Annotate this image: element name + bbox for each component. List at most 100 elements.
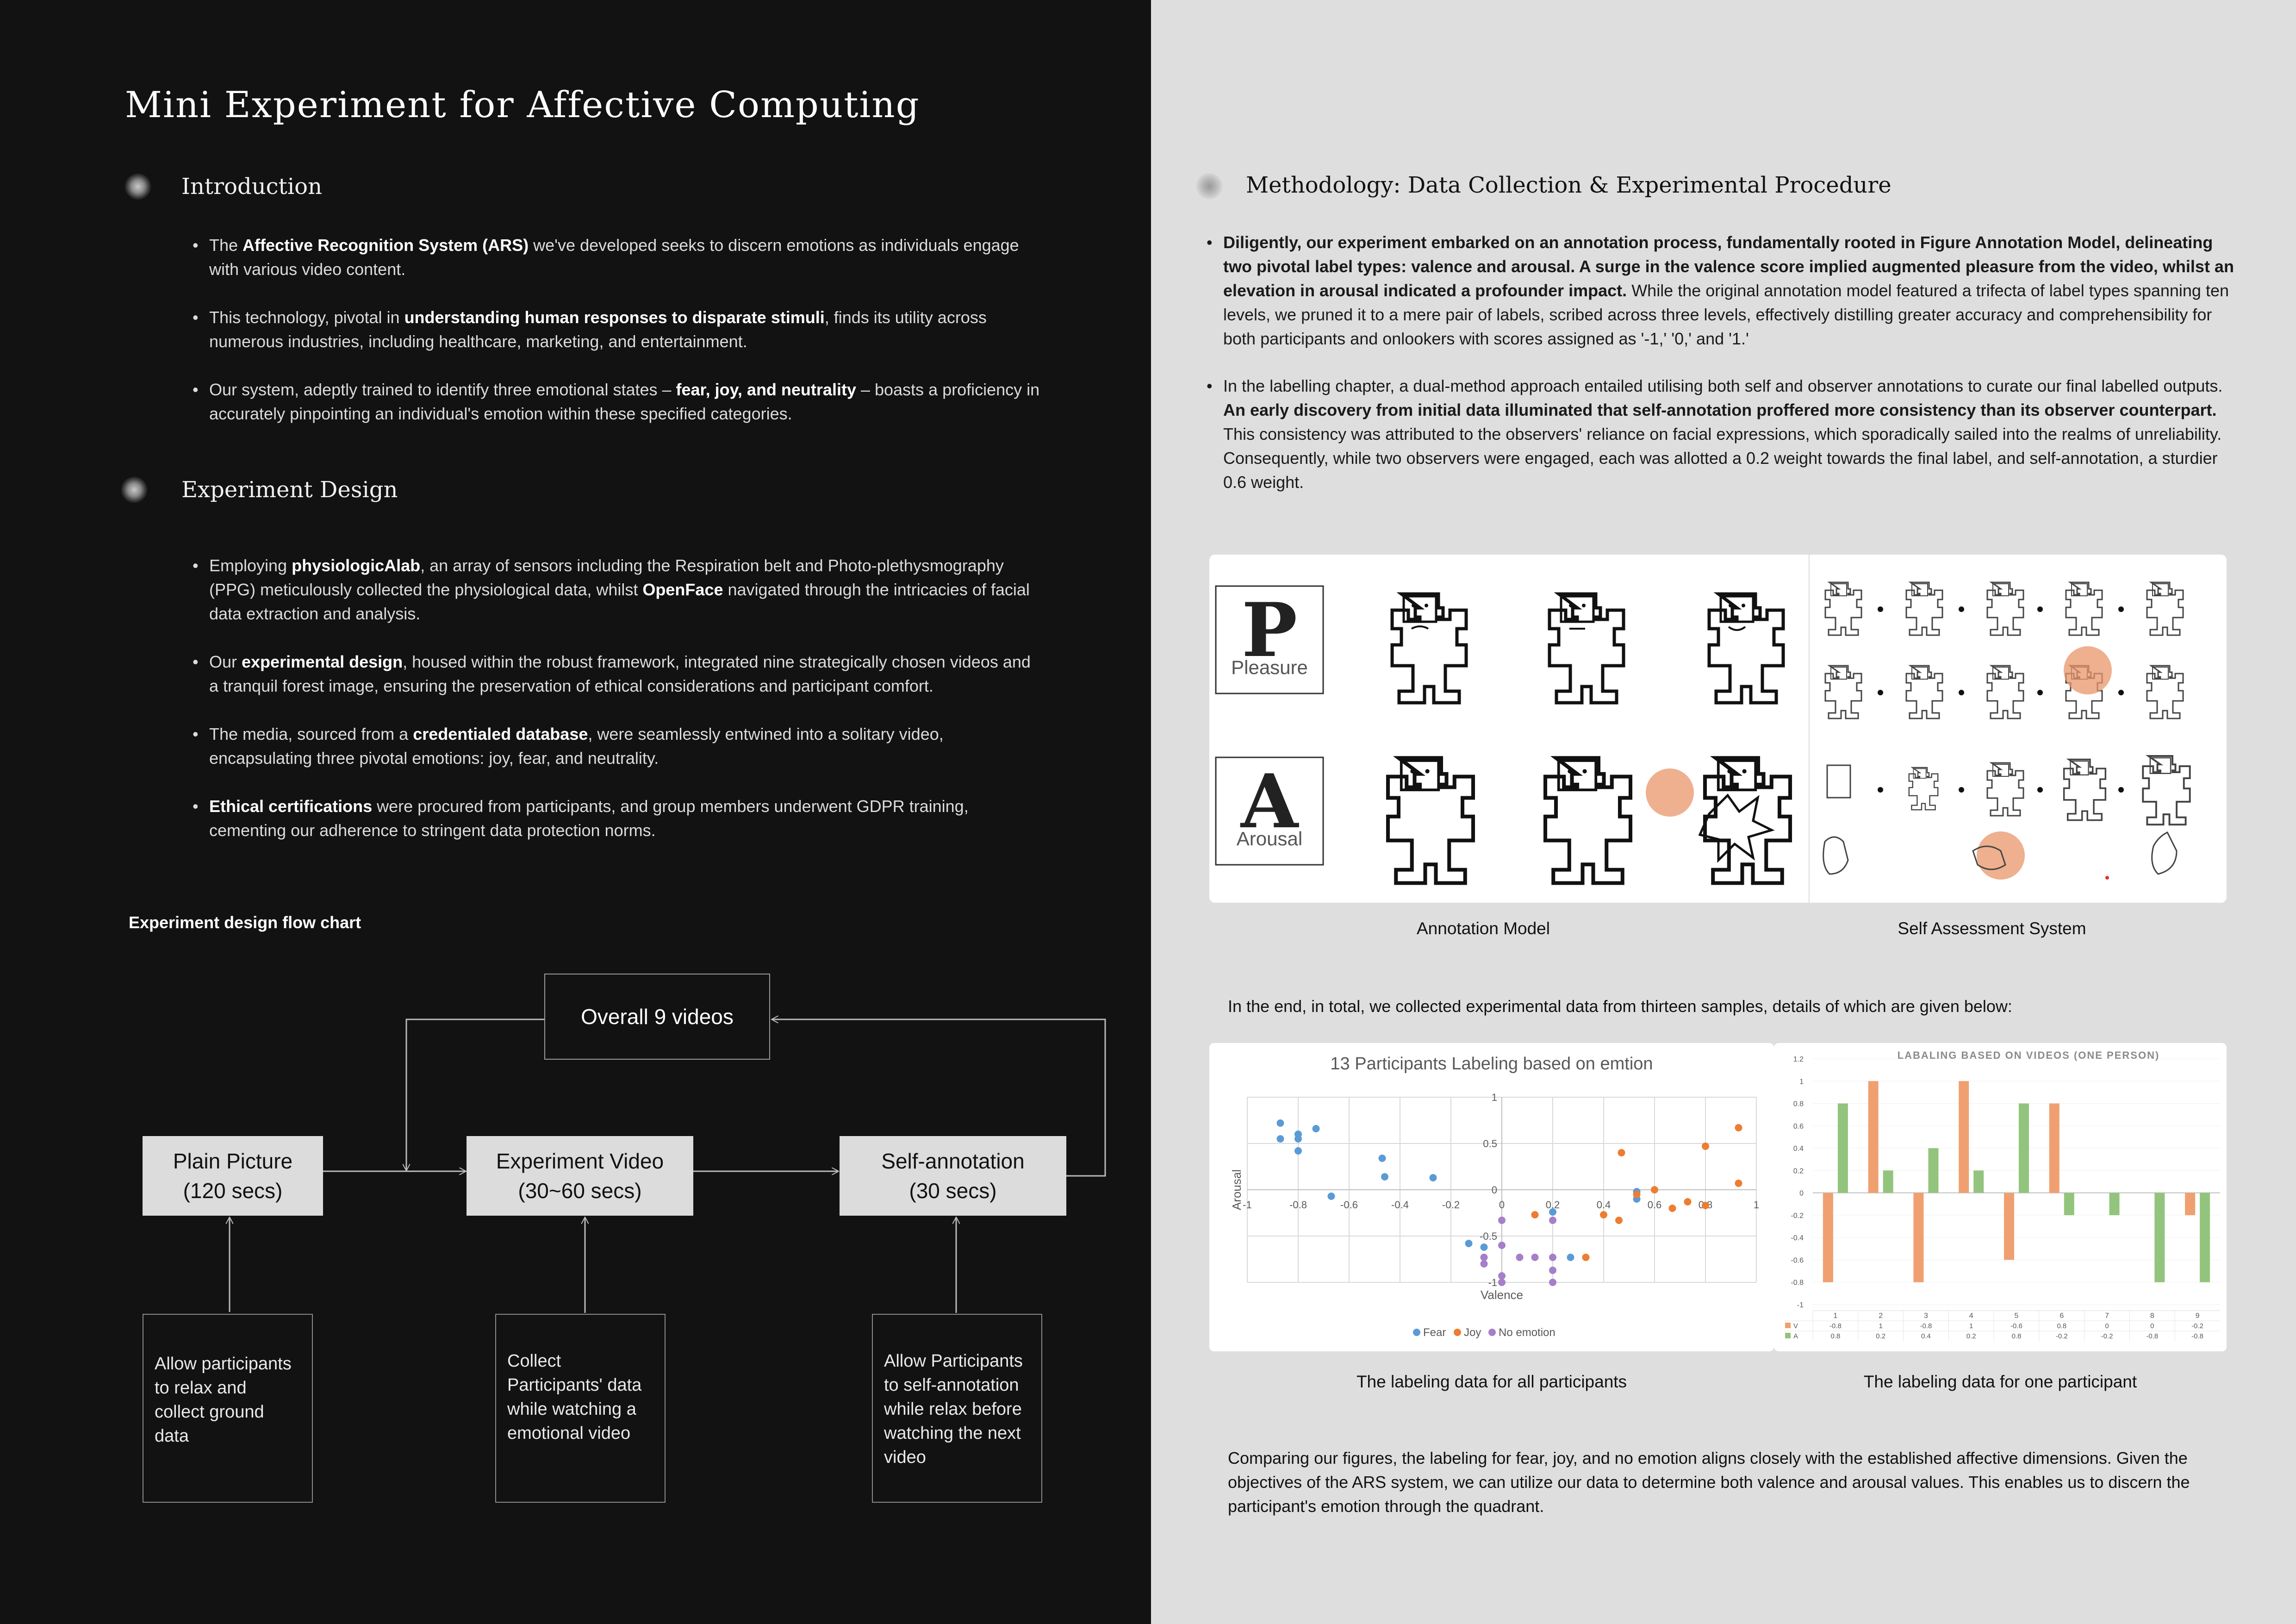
highlight-circle: [1977, 831, 2025, 880]
category-label: 1: [1833, 1312, 1837, 1320]
design-list: Employing physiologicAlab, an array of s…: [193, 554, 1044, 867]
value-label: 1: [1879, 1322, 1882, 1330]
legend-entry: V: [1793, 1322, 1798, 1330]
x-tick-label: 1: [1754, 1199, 1759, 1211]
intro-bullet: This technology, pivotal in understandin…: [193, 306, 1044, 354]
intro-bullet: Our system, adeptly trained to identify …: [193, 378, 1044, 426]
bullet-dot-icon: [1196, 173, 1222, 199]
y-tick-label: -1: [1797, 1301, 1804, 1309]
flowchart-label: Experiment design flow chart: [129, 913, 361, 932]
y-tick-label: 1.2: [1793, 1056, 1804, 1063]
scatter-point: [1531, 1211, 1539, 1218]
scatter-point: [1498, 1272, 1506, 1280]
scatter-caption: The labeling data for all participants: [1356, 1372, 1627, 1391]
self-annotation-box: Self-annotation (30 secs): [840, 1136, 1066, 1216]
scatter-point: [1276, 1135, 1284, 1143]
scatter-point: [1381, 1173, 1388, 1181]
bar: [1913, 1193, 1924, 1282]
y-tick-label: -0.6: [1791, 1256, 1804, 1264]
overall-videos-box: Overall 9 videos: [544, 974, 770, 1060]
value-label: 1: [1969, 1322, 1973, 1330]
plain-picture-box: Plain Picture (120 secs): [143, 1136, 323, 1216]
methodology-bullet: In the labelling chapter, a dual-method …: [1207, 374, 2243, 494]
y-tick-label: 1: [1492, 1092, 1497, 1103]
methodology-heading: Methodology: Data Collection & Experimen…: [1246, 172, 1892, 198]
y-tick-label: 0: [1799, 1190, 1804, 1198]
x-tick-label: 0.4: [1597, 1199, 1611, 1211]
x-tick-label: 0: [1499, 1199, 1505, 1211]
bar-title: LABALING BASED ON VIDEOS (ONE PERSON): [1897, 1049, 2160, 1061]
scatter-point: [1312, 1125, 1320, 1132]
self-assessment-caption: Self Assessment System: [1898, 919, 2086, 938]
x-tick-label: -1: [1243, 1199, 1252, 1211]
annotation-model-caption: Annotation Model: [1417, 919, 1550, 938]
bar: [1959, 1081, 1969, 1193]
scatter-point: [1567, 1254, 1574, 1261]
scatter-point: [1294, 1135, 1302, 1143]
highlight-circle: [2064, 646, 2112, 694]
thumbs-down-icon: [1823, 836, 1849, 875]
bar: [2019, 1103, 2029, 1193]
x-tick-label: 0.6: [1648, 1199, 1662, 1211]
experiment-video-box: Experiment Video (30~60 secs): [467, 1136, 693, 1216]
value-label: 0.8: [2012, 1332, 2022, 1340]
value-label: -0.2: [2056, 1332, 2068, 1340]
bar: [1837, 1103, 1848, 1193]
scatter-point: [1465, 1240, 1473, 1247]
value-label: -0.8: [1829, 1322, 1842, 1330]
intro-bullet: The Affective Recognition System (ARS) w…: [193, 233, 1044, 281]
value-label: -0.8: [2191, 1332, 2203, 1340]
scatter-point: [1702, 1202, 1709, 1209]
bar-plot: 1.2 1 0.8 0.6 0.4 0.2 0 -0.2 -0.4 -0.6 -0.8 -1 1 -0.8…: [1783, 1056, 2220, 1341]
y-tick-label: 0: [1492, 1184, 1497, 1196]
bar: [2049, 1103, 2060, 1193]
bar-caption: The labeling data for one participant: [1863, 1372, 2137, 1391]
value-label: 0: [2105, 1322, 2109, 1330]
legend-marker: [1785, 1323, 1791, 1328]
value-label: -0.2: [2101, 1332, 2113, 1340]
scatter-point: [1378, 1155, 1386, 1162]
scatter-point: [1651, 1186, 1658, 1193]
bar: [2004, 1193, 2014, 1260]
scatter-point: [1480, 1243, 1488, 1251]
scatter-point: [1668, 1205, 1676, 1212]
scatter-point: [1618, 1149, 1625, 1156]
y-tick-label: -0.8: [1791, 1279, 1804, 1287]
category-label: 3: [1924, 1312, 1928, 1320]
legend-entry: Fear: [1423, 1326, 1446, 1339]
scatter-point: [1615, 1217, 1623, 1224]
intro-list: The Affective Recognition System (ARS) w…: [193, 233, 1044, 450]
scatter-point: [1549, 1208, 1556, 1216]
sam-figure-drawing: [1215, 555, 2191, 903]
scatter-point: [1549, 1217, 1556, 1224]
right-panel: Methodology: Data Collection & Experimen…: [1151, 0, 2296, 1624]
y-tick-label: 0.6: [1793, 1123, 1804, 1131]
bar-chart: LABALING BASED ON VIDEOS (ONE PERSON) 1.…: [1774, 1043, 2227, 1351]
bar: [1928, 1148, 1939, 1193]
value-label: 0.4: [1921, 1332, 1931, 1340]
legend-entry: Joy: [1464, 1326, 1481, 1339]
bar: [1823, 1193, 1833, 1282]
y-tick-label: 0.5: [1483, 1138, 1497, 1149]
scatter-point: [1684, 1198, 1692, 1206]
bar: [2200, 1193, 2210, 1282]
bar: [2109, 1193, 2120, 1215]
value-label: 0.2: [1876, 1332, 1885, 1340]
scatter-point: [1549, 1267, 1556, 1274]
scatter-point: [1498, 1217, 1506, 1224]
arrow-videos-to-video: [406, 1018, 544, 1170]
arousal-label: Arousal: [1236, 828, 1303, 849]
intro-heading: Introduction: [181, 174, 322, 200]
scatter-point: [1531, 1254, 1539, 1261]
value-label: -0.2: [2191, 1322, 2203, 1330]
scatter-point: [1498, 1242, 1506, 1249]
flowchart-connectors: [0, 963, 1106, 1313]
scatter-point: [1480, 1254, 1488, 1261]
highlight-circle: [1646, 768, 1694, 817]
left-panel: Mini Experiment for Affective Computing …: [0, 0, 1151, 1624]
value-label: -0.8: [2146, 1332, 2158, 1340]
arrow-annotation-to-videos: [772, 1019, 1106, 1177]
pleasure-letter: P: [1241, 587, 1298, 674]
y-tick-label: -0.2: [1791, 1212, 1804, 1220]
value-label: 0: [2150, 1322, 2154, 1330]
